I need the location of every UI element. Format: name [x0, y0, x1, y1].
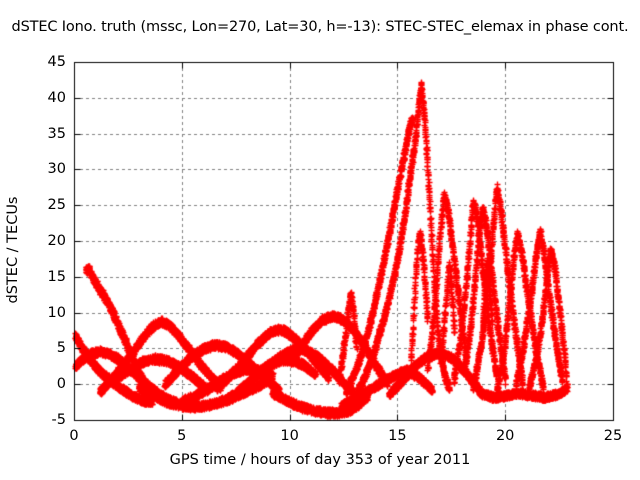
- y-tick-label: 30: [47, 161, 66, 178]
- x-tick-label: 15: [388, 428, 407, 444]
- y-tick-label: 25: [47, 197, 66, 214]
- y-tick-label: 10: [47, 304, 66, 321]
- y-tick-label: 40: [47, 89, 66, 106]
- x-tick-label: 5: [177, 428, 187, 444]
- x-tick-label: 25: [603, 428, 623, 444]
- x-tick-label: 10: [280, 428, 299, 444]
- y-tick-label: -5: [51, 412, 66, 428]
- y-tick-label: 15: [47, 268, 66, 285]
- y-tick-label: 45: [47, 54, 66, 70]
- y-tick-label: 20: [47, 233, 66, 249]
- x-tick-label: 20: [495, 428, 515, 444]
- x-tick-label: 0: [69, 428, 79, 444]
- y-tick-label: 0: [56, 376, 66, 393]
- x-axis-label: GPS time / hours of day 353 of year 2011: [169, 452, 471, 468]
- y-tick-label: 5: [56, 340, 66, 357]
- y-axis-label: dSTEC / TECUs: [5, 196, 21, 304]
- y-axis-label-wrap: dSTEC / TECUs: [2, 160, 24, 340]
- y-tick-label: 35: [47, 125, 66, 142]
